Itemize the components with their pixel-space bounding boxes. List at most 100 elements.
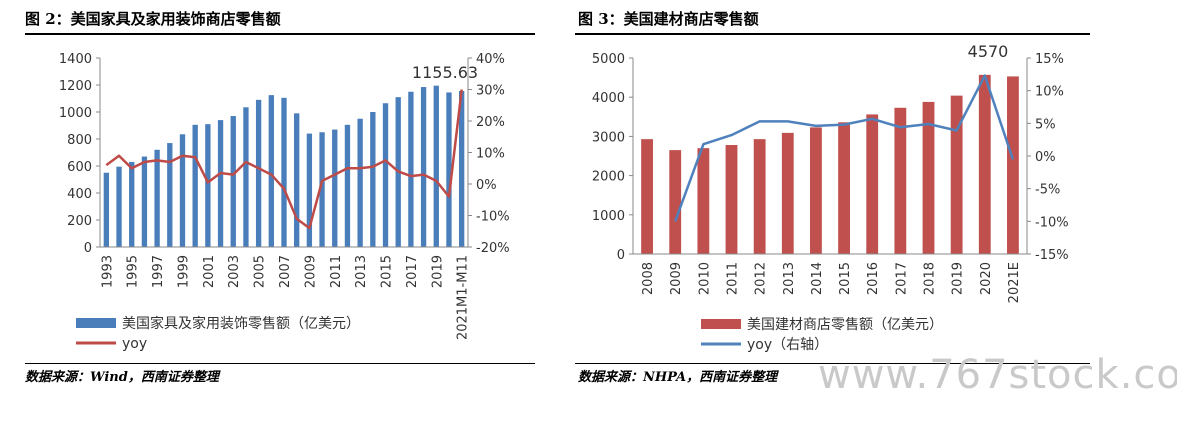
x-tick-label: 2001: [202, 255, 217, 288]
bar: [669, 150, 682, 254]
bar: [103, 172, 110, 247]
bar: [154, 149, 160, 247]
y-right-tick-label: 20%: [476, 115, 505, 130]
right-chart: 0 1000 2000 3000 4000 5000 -15% -10% -5% 0% 5% 10%…: [592, 42, 1069, 353]
bar: [179, 134, 186, 247]
legend-bar-label: 美国建材商店零售额（亿美元）: [747, 317, 943, 333]
bar: [129, 161, 135, 247]
x-tick-label: 2021M1-M11: [456, 255, 471, 340]
y-right-tick-label: 40%: [476, 52, 505, 67]
y-left-tick-label: 1200: [59, 79, 92, 94]
y-right-tick-label: 30%: [476, 84, 505, 99]
bar: [344, 124, 351, 247]
y-right-tick-label: -10%: [476, 210, 510, 225]
x-tick-label: 2019: [430, 255, 445, 288]
x-tick-label: 1993: [100, 255, 115, 288]
bar: [217, 120, 224, 247]
x-tick-label: 2008: [641, 262, 656, 295]
bar: [294, 113, 300, 247]
x-tick-label: 2009: [303, 255, 318, 288]
bar: [866, 114, 879, 254]
bar: [1007, 76, 1019, 254]
bar: [205, 124, 211, 247]
x-tick-label: 2020: [979, 262, 994, 295]
bar: [420, 87, 427, 248]
y-right-tick-label: 10%: [1035, 85, 1064, 100]
y-left-tick-label: 4000: [592, 91, 625, 106]
x-tick-label: 1997: [151, 255, 166, 288]
x-tick-label: 1999: [177, 255, 192, 288]
y-right-tick-label: 15%: [1035, 52, 1064, 67]
left-annotation: 1155.63: [412, 63, 478, 82]
x-tick-label: 2013: [782, 262, 797, 295]
y-left-tick-label: 3000: [592, 130, 625, 145]
bar: [167, 143, 173, 247]
legend-bar-swatch: [76, 318, 116, 328]
bar: [281, 97, 287, 247]
bar: [255, 99, 262, 247]
right-source-rule: [575, 363, 1090, 364]
y-left-tick-label: 0: [84, 241, 92, 256]
legend-line-label: yoy: [122, 336, 147, 352]
y-right-tick-label: -15%: [1035, 248, 1069, 263]
x-tick-label: 2010: [697, 262, 712, 295]
bar: [268, 95, 274, 247]
y-left-tick-label: 0: [617, 248, 625, 263]
x-tick-label: 2017: [894, 262, 909, 295]
y-left-tick-label: 600: [67, 160, 92, 175]
legend-bar-swatch: [701, 319, 741, 329]
x-tick-label: 2014: [810, 262, 825, 295]
left-source: 数据来源：Wind，西南证券整理: [25, 370, 219, 385]
y-right-tick-label: 0%: [1035, 150, 1056, 165]
watermark: www.767stock.com: [818, 352, 1177, 398]
y-right-tick-label: 10%: [476, 147, 505, 162]
x-tick-label: 2016: [866, 262, 881, 295]
x-tick-label: 2013: [354, 255, 369, 288]
bar: [230, 116, 236, 247]
y-left-tick-label: 400: [67, 187, 92, 202]
bar: [725, 145, 738, 254]
bar: [382, 103, 389, 247]
bar: [894, 107, 907, 254]
bar: [408, 91, 414, 247]
bar: [838, 122, 850, 255]
bar: [753, 139, 766, 254]
bar: [319, 132, 325, 247]
bar: [781, 132, 794, 254]
bar: [370, 112, 376, 247]
bar: [116, 166, 122, 247]
y-right-tick-label: 0%: [476, 178, 497, 193]
y-left-tick-label: 800: [67, 133, 92, 148]
bar: [141, 156, 148, 247]
left-chart-title: 图 2：美国家具及家用装饰商店零售额: [25, 10, 281, 28]
yoy-line: [674, 74, 1015, 222]
x-tick-label: 2007: [278, 255, 293, 288]
right-source: 数据来源：NHPA，西南证券整理: [578, 370, 778, 385]
yoy-line: [105, 89, 463, 230]
x-tick-label: 2015: [838, 262, 853, 295]
y-left-tick-label: 200: [67, 214, 92, 229]
bar: [950, 95, 963, 254]
y-left-tick-label: 1000: [592, 209, 625, 224]
y-left-tick-label: 2000: [592, 170, 625, 185]
bar: [922, 101, 935, 255]
legend-line-label: yoy（右轴）: [747, 337, 828, 353]
y-right-tick-label: -20%: [476, 241, 510, 256]
y-right-tick-label: 5%: [1035, 117, 1056, 132]
x-tick-label: 2018: [923, 262, 938, 295]
right-annotation: 4570: [968, 42, 1009, 61]
bar: [446, 92, 452, 247]
bar: [306, 133, 313, 247]
x-tick-label: 2009: [669, 262, 684, 295]
x-tick-label: 2005: [253, 255, 268, 288]
bar: [192, 124, 198, 247]
x-tick-label: 2017: [405, 255, 420, 288]
x-tick-label: 2012: [754, 262, 769, 295]
bar: [433, 85, 439, 247]
x-tick-label: 2019: [951, 262, 966, 295]
legend-bar-label: 美国家具及家用装饰零售额（亿美元）: [122, 315, 360, 332]
y-left-tick-label: 1400: [59, 52, 92, 67]
bar: [697, 148, 710, 254]
bar: [810, 127, 822, 254]
y-right-tick-label: -5%: [1035, 183, 1060, 198]
